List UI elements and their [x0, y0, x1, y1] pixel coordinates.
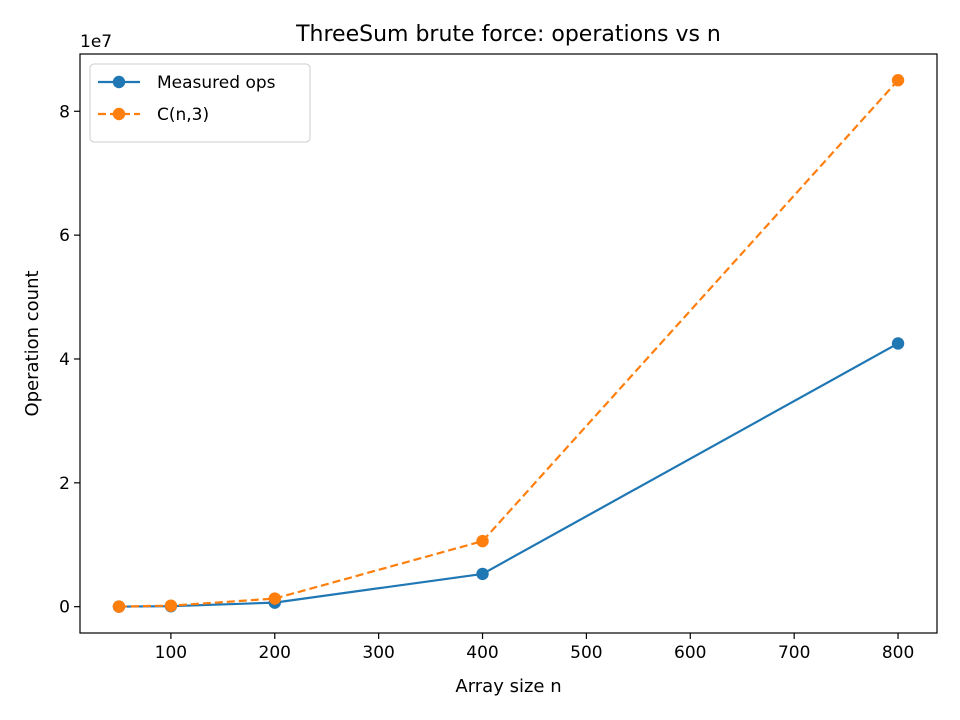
y-axis-label: Operation count — [22, 270, 43, 416]
y-tick-label-3: 6 — [59, 226, 70, 246]
plot-frame — [79, 53, 938, 634]
series-1-point-4 — [891, 74, 905, 87]
x-tick-label-100: 100 — [155, 643, 187, 663]
series-0-point-4 — [891, 337, 905, 350]
y-offset-label: 1e7 — [80, 32, 112, 52]
series-0-point-3 — [476, 567, 489, 581]
legend-label-1: C(n,3) — [157, 105, 209, 125]
x-tick-label-800: 800 — [882, 643, 914, 663]
x-tick-label-500: 500 — [570, 643, 602, 663]
y-tick-label-0: 0 — [59, 598, 70, 618]
y-tick-label-2: 4 — [59, 350, 70, 370]
legend-marker-1 — [112, 107, 126, 121]
y-tick-label-4: 8 — [59, 102, 70, 122]
series-1-point-3 — [476, 534, 489, 548]
legend-label-0: Measured ops — [157, 73, 276, 93]
legend-box — [89, 63, 311, 143]
x-tick-label-700: 700 — [778, 643, 810, 663]
y-tick-label-1: 2 — [59, 474, 70, 494]
series-1-point-1 — [164, 599, 178, 612]
series-1-point-2 — [268, 592, 281, 605]
x-tick-label-200: 200 — [259, 643, 291, 663]
legend-marker-0 — [112, 75, 126, 89]
x-axis-label: Array size n — [455, 676, 561, 697]
series-1-point-0 — [112, 600, 126, 613]
x-tick-label-400: 400 — [466, 643, 498, 663]
x-tick-label-600: 600 — [674, 643, 706, 663]
x-tick-label-300: 300 — [362, 643, 394, 663]
chart-title: ThreeSum brute force: operations vs n — [295, 22, 721, 47]
